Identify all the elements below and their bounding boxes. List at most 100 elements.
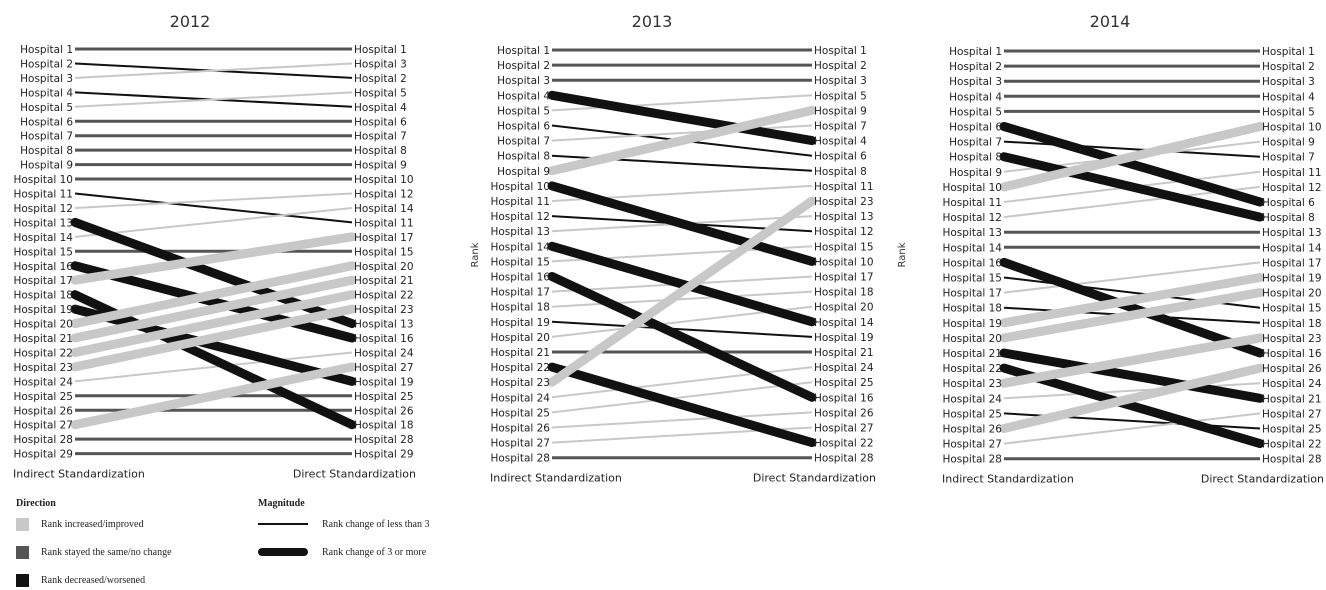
left-rank-label: Hospital 9 — [949, 167, 1002, 179]
left-axis-label: Indirect Standardization — [490, 472, 622, 485]
left-rank-label: Hospital 8 — [497, 151, 550, 163]
right-axis-label: Direct Standardization — [753, 472, 876, 485]
left-rank-label: Hospital 11 — [942, 197, 1002, 209]
slope-line-hospital-24 — [74, 351, 353, 383]
right-rank-label: Hospital 21 — [354, 275, 414, 287]
left-rank-label: Hospital 1 — [20, 44, 73, 56]
left-rank-label: Hospital 17 — [13, 275, 73, 287]
slope-line-hospital-17 — [70, 232, 357, 285]
right-rank-label: Hospital 10 — [1262, 122, 1322, 134]
left-rank-label: Hospital 27 — [942, 439, 1002, 451]
left-rank-label: Hospital 4 — [497, 90, 550, 102]
legend-label-same: Rank stayed the same/no change — [41, 546, 172, 558]
left-rank-label: Hospital 2 — [20, 58, 73, 70]
left-rank-label: Hospital 16 — [490, 272, 550, 284]
right-rank-label: Hospital 5 — [814, 90, 867, 102]
right-rank-label: Hospital 12 — [354, 189, 414, 201]
left-rank-label: Hospital 23 — [942, 378, 1002, 390]
left-rank-label: Hospital 22 — [942, 363, 1002, 375]
left-rank-label: Hospital 1 — [497, 45, 550, 57]
legend-direction-improved: Rank increased/improved — [16, 514, 256, 534]
same-swatch — [16, 545, 29, 559]
left-rank-label: Hospital 11 — [13, 189, 73, 201]
left-rank-label: Hospital 14 — [490, 241, 550, 253]
right-rank-label: Hospital 24 — [354, 347, 414, 359]
left-rank-label: Hospital 3 — [20, 73, 73, 85]
left-rank-label: Hospital 14 — [13, 232, 73, 244]
slope-panel-2012: 2012 Hospital 1 Hospital 2 Hospital 3 Hospit… — [13, 12, 416, 481]
left-rank-label: Hospital 4 — [949, 91, 1002, 103]
right-rank-label: Hospital 4 — [354, 102, 407, 114]
rank-axis-label: Rank — [470, 242, 481, 267]
right-rank-label: Hospital 16 — [1262, 348, 1322, 360]
left-rank-label: Hospital 20 — [942, 333, 1002, 345]
right-rank-label: Hospital 8 — [1262, 212, 1315, 224]
slope-line-hospital-23 — [999, 333, 1265, 388]
left-rank-label: Hospital 21 — [942, 348, 1002, 360]
legend-label-worsened: Rank decreased/worsened — [41, 574, 146, 586]
legend-direction-title: Direction — [16, 498, 56, 509]
right-rank-label: Hospital 14 — [814, 317, 874, 329]
slope-line-hospital-6 — [999, 122, 1265, 207]
left-rank-label: Hospital 18 — [13, 290, 73, 302]
right-rank-label: Hospital 3 — [354, 58, 407, 70]
left-rank-label: Hospital 16 — [942, 257, 1002, 269]
left-rank-label: Hospital 7 — [497, 136, 550, 148]
slope-line-hospital-8 — [999, 152, 1265, 222]
right-rank-label: Hospital 24 — [814, 362, 874, 374]
right-rank-label: Hospital 22 — [354, 290, 414, 302]
slope-line-hospital-7 — [551, 124, 813, 142]
slope-line-hospital-16 — [547, 272, 817, 402]
right-rank-label: Hospital 27 — [1262, 408, 1322, 420]
right-rank-label: Hospital 27 — [354, 362, 414, 374]
left-rank-label: Hospital 13 — [13, 217, 73, 229]
thin-line-sample — [258, 523, 308, 525]
left-rank-label: Hospital 12 — [490, 211, 550, 223]
left-rank-label: Hospital 26 — [13, 405, 73, 417]
right-rank-label: Hospital 5 — [1262, 106, 1315, 118]
legend-magnitude-title: Magnitude — [258, 498, 305, 509]
left-rank-label: Hospital 21 — [13, 333, 73, 345]
left-rank-label: Hospital 23 — [490, 377, 550, 389]
left-rank-label: Hospital 20 — [13, 319, 73, 331]
right-rank-label: Hospital 12 — [814, 226, 874, 238]
right-rank-label: Hospital 25 — [354, 391, 414, 403]
left-rank-label: Hospital 19 — [490, 317, 550, 329]
left-rank-label: Hospital 13 — [942, 227, 1002, 239]
slope-line-hospital-10 — [999, 122, 1265, 192]
slope-line-hospital-5 — [551, 94, 813, 112]
slope-line-hospital-14 — [74, 206, 353, 238]
left-rank-label: Hospital 29 — [13, 449, 73, 461]
slope-line-hospital-26 — [999, 363, 1265, 433]
right-rank-label: Hospital 1 — [354, 44, 407, 56]
right-rank-label: Hospital 11 — [354, 217, 414, 229]
right-rank-label: Hospital 11 — [814, 181, 874, 193]
left-rank-label: Hospital 6 — [949, 122, 1002, 134]
worsened-swatch — [16, 573, 29, 587]
slope-line-hospital-9 — [547, 105, 817, 176]
right-rank-label: Hospital 24 — [1262, 378, 1322, 390]
right-rank-label: Hospital 18 — [1262, 318, 1322, 330]
slope-panel-2013: 2013 Rank Hospital 1 Hospital 2 Hospital 3 Ho… — [470, 12, 876, 485]
right-rank-label: Hospital 9 — [1262, 137, 1315, 149]
left-rank-label: Hospital 15 — [490, 256, 550, 268]
right-rank-label: Hospital 8 — [354, 145, 407, 157]
right-rank-label: Hospital 1 — [814, 45, 867, 57]
left-rank-label: Hospital 5 — [20, 102, 73, 114]
right-rank-label: Hospital 15 — [354, 246, 414, 258]
slope-line-hospital-18 — [551, 290, 813, 308]
slope-line-hospital-5 — [74, 91, 353, 108]
left-rank-label: Hospital 9 — [497, 166, 550, 178]
legend-label-improved: Rank increased/improved — [41, 518, 144, 530]
right-rank-label: Hospital 19 — [814, 332, 874, 344]
legend-label-small: Rank change of less than 3 — [322, 518, 430, 530]
left-rank-label: Hospital 2 — [497, 60, 550, 72]
left-rank-label: Hospital 16 — [13, 261, 73, 273]
right-rank-label: Hospital 6 — [1262, 197, 1315, 209]
left-rank-label: Hospital 26 — [490, 423, 550, 435]
right-rank-label: Hospital 9 — [354, 160, 407, 172]
right-rank-label: Hospital 15 — [814, 241, 874, 253]
right-rank-label: Hospital 26 — [1262, 363, 1322, 375]
right-rank-label: Hospital 22 — [1262, 439, 1322, 451]
